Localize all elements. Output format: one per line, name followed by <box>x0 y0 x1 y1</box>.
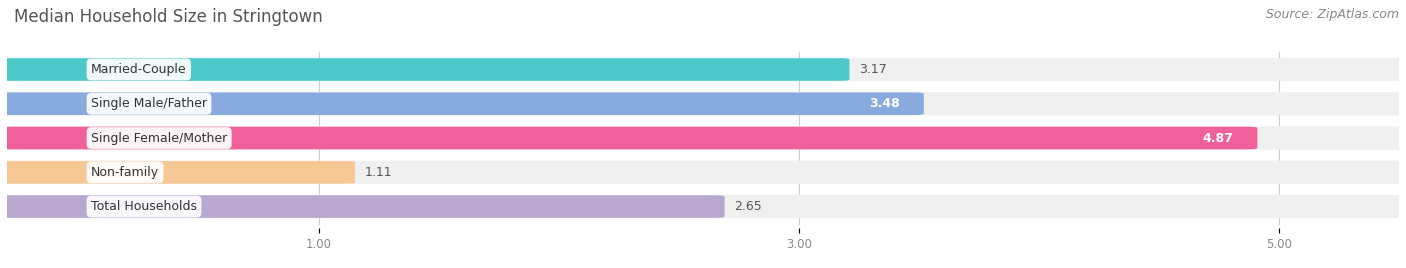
FancyBboxPatch shape <box>0 126 1406 150</box>
FancyBboxPatch shape <box>0 58 1406 81</box>
FancyBboxPatch shape <box>0 161 1406 184</box>
Text: 2.65: 2.65 <box>734 200 762 213</box>
FancyBboxPatch shape <box>0 58 849 81</box>
Text: 1.11: 1.11 <box>364 166 392 179</box>
FancyBboxPatch shape <box>0 195 724 218</box>
Text: Single Male/Father: Single Male/Father <box>91 97 207 110</box>
Text: Total Households: Total Households <box>91 200 197 213</box>
FancyBboxPatch shape <box>0 161 356 184</box>
Text: Married-Couple: Married-Couple <box>91 63 187 76</box>
FancyBboxPatch shape <box>0 92 1406 116</box>
Text: 4.87: 4.87 <box>1202 132 1233 144</box>
FancyBboxPatch shape <box>0 127 1257 149</box>
Text: Non-family: Non-family <box>91 166 159 179</box>
Text: 3.17: 3.17 <box>859 63 887 76</box>
Text: Median Household Size in Stringtown: Median Household Size in Stringtown <box>14 8 323 26</box>
FancyBboxPatch shape <box>0 195 1406 218</box>
FancyBboxPatch shape <box>0 92 924 115</box>
Text: 3.48: 3.48 <box>869 97 900 110</box>
Text: Single Female/Mother: Single Female/Mother <box>91 132 228 144</box>
Text: Source: ZipAtlas.com: Source: ZipAtlas.com <box>1265 8 1399 21</box>
